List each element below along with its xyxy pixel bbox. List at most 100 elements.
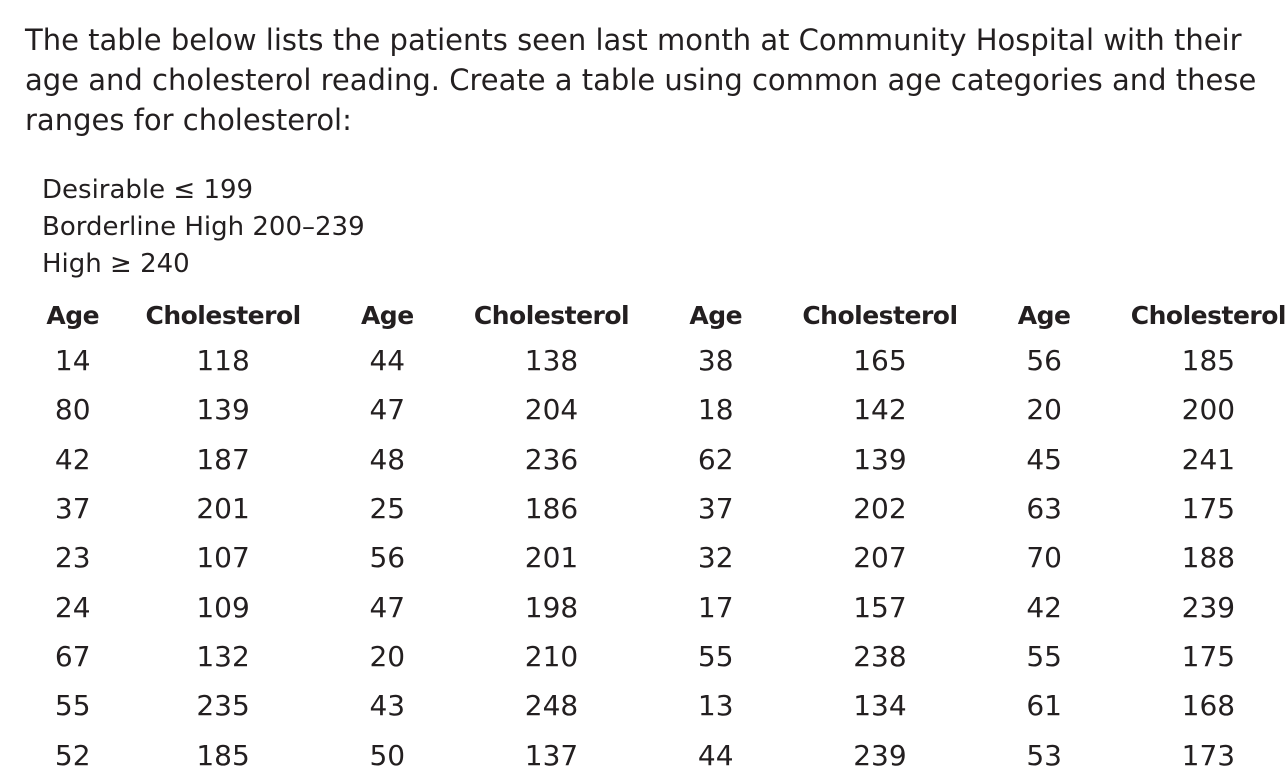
cholesterol-cell: 168	[1181, 689, 1236, 723]
cholesterol-cell: 186	[524, 492, 579, 526]
patient-data-table: Age Cholesterol Age Cholesterol Age Cholester…	[0, 294, 1286, 780]
age-cell: 55	[1026, 639, 1062, 673]
age-cell: 53	[1026, 738, 1062, 772]
age-cell: 25	[369, 492, 406, 526]
age-cell: 52	[54, 738, 91, 772]
table-row: 23 107 56 201 32 207 70 188	[0, 533, 1286, 582]
table-row: 37 201 25 186 37 202 63 175	[0, 484, 1286, 533]
intro-paragraph: The table below lists the patients seen …	[25, 20, 1280, 140]
age-cell: 24	[54, 590, 91, 624]
age-cell: 55	[54, 689, 91, 723]
range-high: High ≥ 240	[42, 249, 190, 279]
cholesterol-cell: 175	[1181, 639, 1236, 673]
age-cell: 44	[697, 738, 734, 772]
cholesterol-cell: 175	[1181, 492, 1236, 526]
cholesterol-cell: 241	[1181, 442, 1236, 476]
table-header-row: Age Cholesterol Age Cholesterol Age Cholester…	[0, 294, 1286, 336]
cholesterol-cell: 173	[1181, 738, 1236, 772]
age-cell: 37	[54, 492, 91, 526]
cholesterol-cell: 201	[524, 541, 579, 575]
intro-line-1: The table below lists the patients seen …	[25, 23, 1242, 57]
age-cell: 47	[369, 590, 406, 624]
age-cell: 61	[1026, 689, 1062, 723]
age-cell: 45	[1026, 442, 1062, 476]
intro-line-3: ranges for cholesterol:	[25, 103, 352, 137]
table-row: 42 187 48 236 62 139 45 241	[0, 435, 1286, 484]
table-row: 80 139 47 204 18 142 20 200	[0, 385, 1286, 434]
header-cholesterol: Cholesterol	[473, 300, 630, 330]
cholesterol-cell: 236	[524, 442, 579, 476]
cholesterol-cell: 239	[853, 738, 907, 772]
table-row: 67 132 20 210 55 238 55 175	[0, 632, 1286, 681]
age-cell: 50	[369, 738, 406, 772]
age-cell: 80	[54, 393, 91, 427]
cholesterol-cell: 165	[853, 344, 907, 378]
range-desirable: Desirable ≤ 199	[42, 175, 254, 205]
age-cell: 56	[1026, 344, 1062, 378]
cholesterol-cell: 185	[1181, 344, 1236, 378]
cholesterol-cell: 187	[196, 442, 250, 476]
cholesterol-cell: 137	[524, 738, 579, 772]
age-cell: 13	[697, 689, 734, 723]
age-cell: 20	[369, 639, 406, 673]
cholesterol-cell: 157	[853, 590, 907, 624]
cholesterol-cell: 185	[196, 738, 250, 772]
table-body: 14 118 44 138 38 165 56 185 80 139 47 204 18 142 20 200…	[0, 336, 1286, 780]
header-age: Age	[46, 300, 100, 330]
age-cell: 43	[369, 689, 406, 723]
intro-line-2: age and cholesterol reading. Create a ta…	[25, 63, 1257, 97]
cholesterol-cell: 202	[853, 492, 907, 526]
cholesterol-cell: 238	[853, 639, 907, 673]
header-age: Age	[689, 300, 743, 330]
cholesterol-cell: 139	[853, 442, 907, 476]
cholesterol-cell: 139	[196, 393, 250, 427]
age-cell: 20	[1026, 393, 1062, 427]
age-cell: 37	[697, 492, 734, 526]
cholesterol-cell: 138	[524, 344, 579, 378]
age-cell: 42	[1026, 590, 1062, 624]
cholesterol-cell: 142	[853, 393, 907, 427]
header-cholesterol: Cholesterol	[145, 300, 301, 330]
cholesterol-cell: 200	[1181, 393, 1236, 427]
header-age: Age	[360, 300, 414, 330]
age-cell: 14	[54, 344, 91, 378]
age-cell: 48	[369, 442, 406, 476]
cholesterol-cell: 248	[524, 689, 579, 723]
cholesterol-cell: 210	[524, 639, 579, 673]
cholesterol-cell: 204	[524, 393, 579, 427]
age-cell: 38	[697, 344, 734, 378]
age-cell: 32	[697, 541, 734, 575]
age-cell: 55	[697, 639, 734, 673]
age-cell: 44	[369, 344, 406, 378]
age-cell: 62	[697, 442, 734, 476]
header-cholesterol: Cholesterol	[802, 300, 958, 330]
table-row: 52 185 50 137 44 239 53 173	[0, 730, 1286, 779]
table-row: 24 109 47 198 17 157 42 239	[0, 582, 1286, 631]
cholesterol-cell: 118	[196, 344, 250, 378]
cholesterol-cell: 107	[196, 541, 250, 575]
cholesterol-cell: 134	[853, 689, 907, 723]
age-cell: 56	[369, 541, 406, 575]
age-cell: 47	[369, 393, 406, 427]
age-cell: 67	[54, 639, 91, 673]
cholesterol-ranges: Desirable ≤ 199 Borderline High 200–239 …	[42, 172, 365, 283]
table-row: 14 118 44 138 38 165 56 185	[0, 336, 1286, 385]
cholesterol-cell: 239	[1181, 590, 1236, 624]
cholesterol-cell: 207	[853, 541, 907, 575]
age-cell: 23	[54, 541, 91, 575]
age-cell: 42	[54, 442, 91, 476]
cholesterol-cell: 198	[524, 590, 579, 624]
range-borderline-high: Borderline High 200–239	[42, 212, 365, 242]
cholesterol-cell: 235	[196, 689, 250, 723]
cholesterol-cell: 109	[196, 590, 250, 624]
table-row: 55 235 43 248 13 134 61 168	[0, 681, 1286, 730]
cholesterol-cell: 132	[196, 639, 250, 673]
age-cell: 70	[1026, 541, 1062, 575]
header-cholesterol: Cholesterol	[1130, 300, 1286, 330]
cholesterol-cell: 188	[1181, 541, 1236, 575]
cholesterol-cell: 201	[196, 492, 250, 526]
age-cell: 17	[697, 590, 734, 624]
header-age: Age	[1017, 300, 1071, 330]
age-cell: 63	[1026, 492, 1062, 526]
age-cell: 18	[697, 393, 734, 427]
